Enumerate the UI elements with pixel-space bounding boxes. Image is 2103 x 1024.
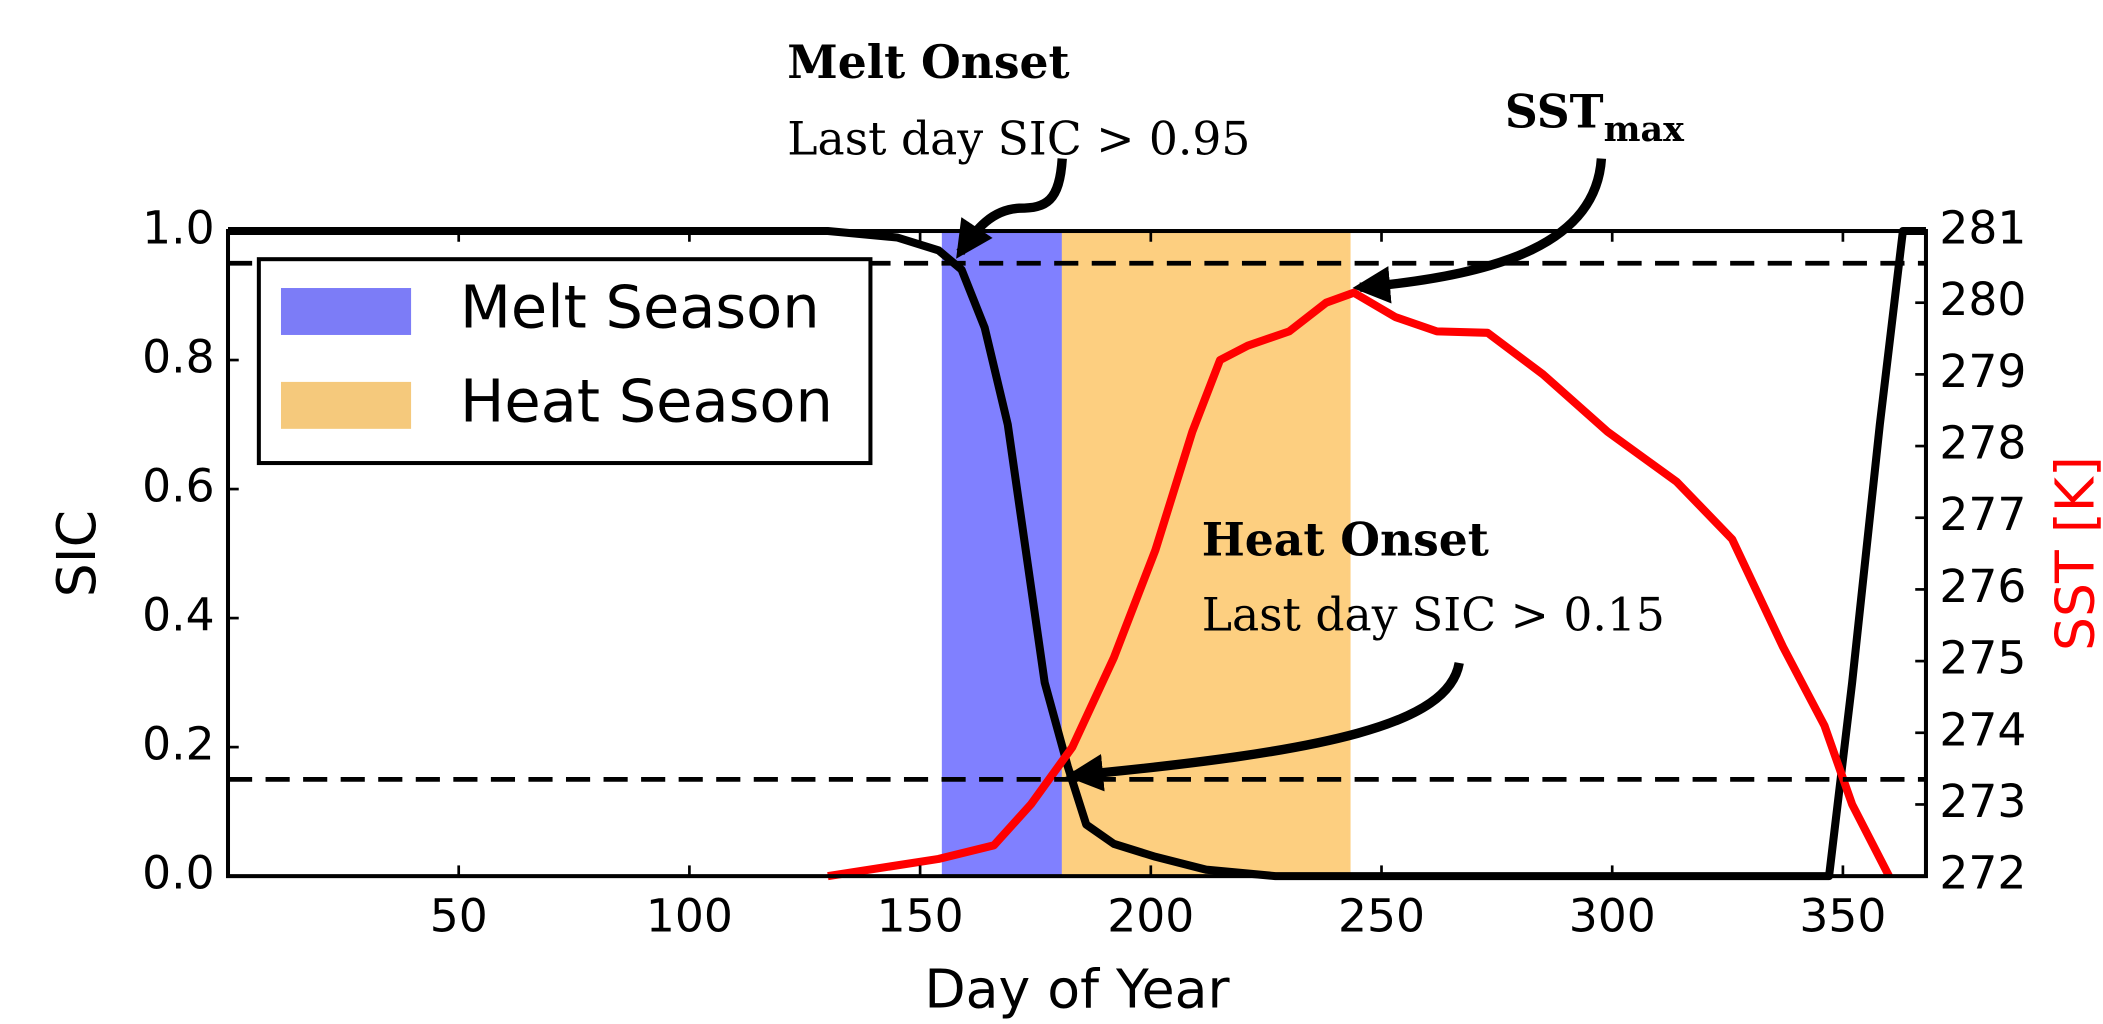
annotation-title: Melt Onset	[787, 35, 1069, 89]
y-tick-label: 0.0	[142, 847, 215, 900]
series-line	[228, 226, 1926, 881]
y2-tick-label: 278	[1939, 417, 2026, 470]
annotation-title: Heat Onset	[1202, 513, 1489, 567]
x-tick-label: 350	[1799, 890, 1886, 943]
annotation-subscript: max	[1604, 109, 1685, 150]
y2-axis-label: SST [K]	[2043, 456, 2103, 651]
y-tick-label: 1.0	[142, 202, 215, 255]
annotation-text: Last day SIC > 0.95	[787, 113, 1250, 166]
x-tick-label: 150	[877, 890, 964, 943]
y-tick-label: 0.6	[142, 460, 215, 513]
legend-label: Melt Season	[460, 273, 820, 342]
plot-frame	[225, 229, 1928, 879]
series-line	[827, 288, 1893, 881]
legend-swatch	[280, 288, 412, 335]
y-tick-label: 0.8	[142, 331, 215, 384]
x-tick-label: 100	[646, 890, 733, 943]
x-tick-label: 300	[1569, 890, 1656, 943]
season-span	[941, 229, 1065, 878]
y-tick-label: 0.2	[142, 718, 215, 771]
x-tick-label: 250	[1338, 890, 1425, 943]
y2-tick-label: 279	[1939, 345, 2026, 398]
x-axis-label: Day of Year	[924, 957, 1230, 1020]
y2-tick-label: 274	[1939, 703, 2026, 756]
arrow	[1065, 661, 1464, 792]
y2-tick-label: 280	[1939, 273, 2026, 326]
y2-tick-label: 281	[1939, 202, 2026, 255]
annotation-title: SST	[1505, 85, 1604, 139]
y2-tick-label: 276	[1939, 560, 2026, 613]
annotation-title: SSTmax	[1505, 85, 1685, 150]
legend-swatch	[280, 381, 412, 429]
y2-tick-label: 272	[1939, 847, 2026, 900]
y2-tick-label: 275	[1939, 632, 2026, 685]
y2-tick-label: 277	[1939, 488, 2026, 541]
arrow	[956, 158, 1067, 259]
legend-label: Heat Season	[460, 366, 833, 435]
y2-tick-label: 273	[1939, 775, 2026, 828]
annotation-text: Last day SIC > 0.15	[1202, 589, 1665, 642]
y-axis-label: SIC	[45, 510, 108, 597]
y-tick-label: 0.4	[142, 589, 215, 642]
arrow	[1352, 158, 1607, 304]
x-tick-label: 200	[1107, 890, 1194, 943]
x-tick-label: 50	[430, 890, 488, 943]
